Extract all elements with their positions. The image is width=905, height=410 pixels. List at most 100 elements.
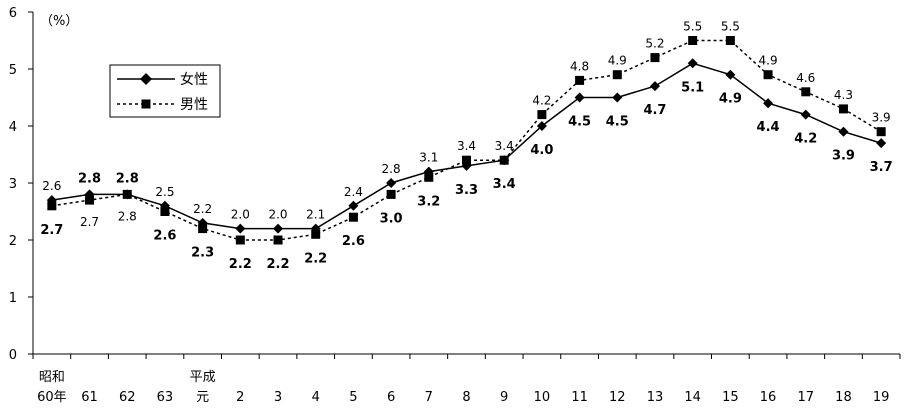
data-label-male: 2.0 <box>268 208 287 222</box>
x-tick-label: 3 <box>274 390 282 405</box>
y-tick-label: 3 <box>9 177 17 192</box>
data-point-male <box>499 155 509 165</box>
data-point-male <box>273 235 283 245</box>
legend: 女性 男性 <box>109 64 221 118</box>
data-point-male <box>462 155 471 165</box>
data-point-male <box>801 87 811 97</box>
legend-label-male: 男性 <box>180 97 208 113</box>
x-tick-label: 6 <box>387 390 395 405</box>
data-label-female: 3.9 <box>832 149 855 164</box>
data-label-male: 2.1 <box>306 208 325 222</box>
x-tick-label: 12 <box>609 390 626 405</box>
data-label-male: 5.5 <box>683 20 702 34</box>
data-point-female <box>574 92 585 103</box>
x-tick-label: 7 <box>425 390 433 405</box>
data-point-male <box>160 207 170 216</box>
x-tick-label: 17 <box>797 390 814 405</box>
data-label-male: 4.2 <box>532 94 551 108</box>
x-tick-label: 15 <box>722 390 739 405</box>
y-tick-label: 4 <box>9 120 17 135</box>
data-point-male <box>85 195 95 205</box>
x-tick-label: 60年 <box>37 390 67 405</box>
data-label-female: 2.8 <box>78 171 101 186</box>
data-point-male <box>688 36 698 45</box>
data-label-female: 3.4 <box>493 177 516 192</box>
data-point-male <box>424 172 434 182</box>
data-point-male <box>612 70 622 80</box>
data-label-female: 4.4 <box>757 120 780 135</box>
data-point-female <box>876 138 887 149</box>
legend-label-female: 女性 <box>180 71 208 88</box>
data-label-female: 2.3 <box>191 246 214 261</box>
era-label: 昭和 <box>39 370 65 385</box>
y-tick-label: 6 <box>9 6 17 21</box>
data-point-female <box>725 69 736 80</box>
data-label-female: 4.0 <box>530 143 553 158</box>
data-point-male <box>348 212 358 222</box>
data-label-female: 2.2 <box>267 257 290 272</box>
data-point-female <box>273 223 284 234</box>
data-point-male <box>537 110 547 120</box>
data-label-male: 5.5 <box>721 20 740 34</box>
x-tick-label: 61 <box>81 390 98 405</box>
data-label-female: 3.2 <box>417 194 440 209</box>
x-tick-label: 5 <box>349 390 357 405</box>
data-label-female: 3.0 <box>380 211 403 226</box>
data-label-female: 4.5 <box>568 115 591 130</box>
data-label-male: 2.5 <box>155 185 174 199</box>
data-point-male <box>725 36 735 45</box>
x-tick-label: 62 <box>119 390 136 405</box>
data-label-female: 2.2 <box>304 251 327 266</box>
data-point-female <box>763 98 774 109</box>
data-point-male <box>838 104 848 114</box>
data-point-male <box>386 189 396 199</box>
data-label-male: 2.2 <box>193 202 212 216</box>
y-tick-label: 1 <box>9 291 17 306</box>
legend-box <box>109 64 221 118</box>
data-label-female: 4.9 <box>719 92 742 107</box>
data-point-female <box>649 81 660 92</box>
data-label-female: 3.7 <box>870 160 893 175</box>
data-label-male: 3.1 <box>419 151 438 165</box>
data-point-male <box>47 201 57 211</box>
data-label-male: 2.8 <box>118 209 137 223</box>
data-point-male <box>311 229 321 239</box>
x-tick-label: 13 <box>647 390 664 405</box>
x-tick-label: 18 <box>835 390 852 405</box>
data-label-female: 2.6 <box>153 229 176 244</box>
x-tick-label: 9 <box>500 390 508 405</box>
x-tick-label: 4 <box>312 390 320 405</box>
data-point-female <box>838 126 849 137</box>
data-point-male <box>650 53 660 63</box>
data-point-male <box>122 189 132 199</box>
data-point-female <box>536 121 547 131</box>
era-label: 平成 <box>190 370 216 385</box>
y-tick-label: 2 <box>9 234 17 249</box>
data-label-female: 3.3 <box>455 183 478 198</box>
data-label-male: 4.9 <box>608 54 627 68</box>
x-tick-label: 11 <box>571 390 588 405</box>
data-point-male <box>763 70 773 80</box>
series-male <box>47 36 886 245</box>
data-point-male <box>198 224 208 234</box>
x-tick-label: 元 <box>196 390 209 405</box>
x-tick-label: 14 <box>684 390 701 405</box>
x-tick-label: 8 <box>462 390 470 405</box>
x-tick-label: 16 <box>760 390 777 405</box>
x-tick-label: 63 <box>157 390 174 405</box>
y-tick-label: 5 <box>9 63 17 78</box>
data-point-female <box>235 223 246 234</box>
data-point-male <box>876 127 886 137</box>
legend-marker-male <box>141 99 151 109</box>
y-tick-label: 0 <box>9 348 17 363</box>
data-label-male: 4.9 <box>759 54 778 68</box>
data-label-female: 2.2 <box>229 257 252 272</box>
data-label-male: 2.0 <box>231 208 250 222</box>
data-label-male: 3.4 <box>495 139 514 153</box>
data-label-female: 4.7 <box>643 103 666 118</box>
data-label-male: 2.8 <box>382 162 401 176</box>
data-label-male: 3.9 <box>872 111 891 125</box>
data-label-male: 4.6 <box>796 71 815 85</box>
data-label-female: 4.5 <box>606 115 629 130</box>
